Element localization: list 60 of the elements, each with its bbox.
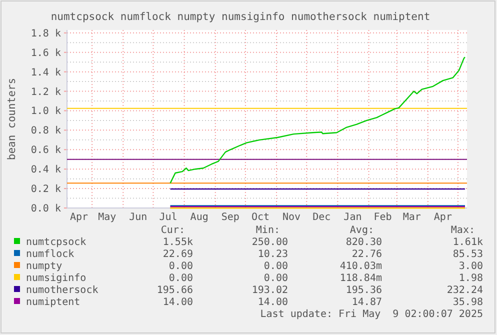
y-tick-label: 1.2 k [30,86,61,98]
text: 820.30 [346,237,382,248]
legend-label: numpty [26,261,62,272]
x-tick-label: Feb [374,212,392,223]
y-axis-title: bean counters [6,78,18,160]
y-tick-label: 0.8 k [30,126,61,137]
text: Cur: [160,225,185,236]
x-tick-label: Sep [221,212,240,223]
text: 14.00 [258,297,288,308]
text: 250.00 [252,237,288,248]
text: 0.00 [168,261,193,272]
text: 1.98 [458,273,483,284]
x-tick-label: Apr [434,212,452,223]
text: 22.76 [352,249,382,260]
text: 195.36 [346,285,382,296]
legend-label: numiptent [26,297,80,308]
text: 193.02 [252,285,288,296]
text: 195.66 [156,285,193,296]
x-tick-label: Nov [282,212,301,223]
x-tick-label: Aug [190,212,208,223]
y-tick-label: 1.6 k [30,48,61,59]
legend-label: numsiginfo [26,273,86,284]
text: 14.00 [162,297,193,308]
x-tick-label: Mar [402,212,421,223]
x-tick-label: Apr [70,212,88,223]
legend-label: numflock [26,249,74,260]
text: 1.61k [452,237,483,248]
y-tick-label: 0.6 k [30,145,61,156]
x-tick-label: Dec [312,212,331,223]
x-tick-label: Jun [129,212,148,223]
text: 118.84m [340,273,382,284]
y-tick-label: 1.8 k [30,28,61,40]
text: 410.03m [340,261,382,272]
text: 232.24 [446,285,483,296]
x-tick-label: May [98,212,116,223]
text: 10.23 [258,249,288,260]
legend-label: numtcpsock [26,237,86,248]
legend-label: numothersock [26,285,98,296]
text: Min: [256,225,280,236]
text: 22.69 [162,249,193,260]
y-tick-label: 0.0 k [30,204,61,214]
x-tick-label: Oct [251,212,270,223]
text: 0.00 [264,261,288,272]
chart-title: numtcpsock numflock numpty numsiginfo numothersock numiptent [50,11,430,23]
text: 35.98 [452,297,483,308]
text: 85.53 [452,249,483,260]
text: Avg: [350,225,374,236]
text: 0.00 [168,273,193,284]
y-tick-label: 0.4 k [30,164,61,176]
y-tick-label: 1.0 k [30,106,61,118]
text: 3.00 [458,261,483,272]
text: Max: [450,225,475,236]
text: Last update: Fri May 9 02:00:07 2025 [260,309,483,320]
y-tick-label: 0.2 k [30,184,61,196]
y-tick-label: 1.4 k [30,67,61,78]
text: 1.55k [162,237,193,248]
text: 0.00 [264,273,288,284]
x-tick-label: Jul [159,212,178,223]
x-tick-label: Jan [344,212,362,223]
text: 14.87 [352,297,382,308]
